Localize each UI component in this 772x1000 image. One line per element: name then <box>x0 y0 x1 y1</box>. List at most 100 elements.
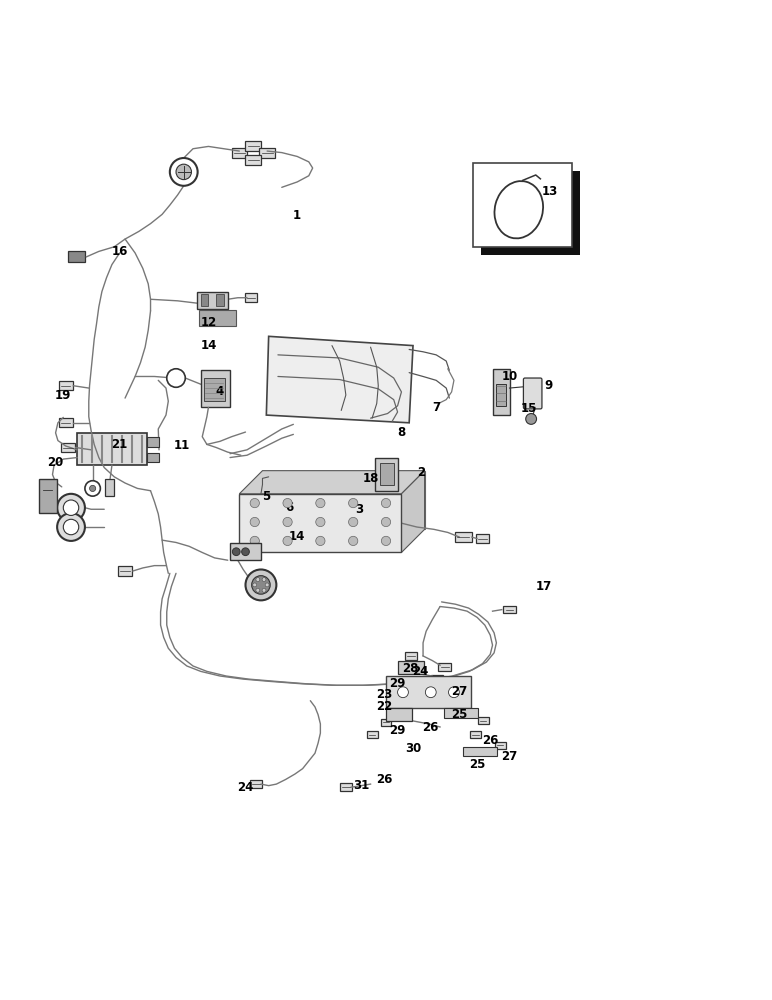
Bar <box>481 171 580 255</box>
Bar <box>476 534 489 543</box>
Bar <box>68 251 85 262</box>
Circle shape <box>85 481 100 496</box>
Text: 11: 11 <box>173 439 190 452</box>
Text: 3: 3 <box>355 503 363 516</box>
Bar <box>201 370 230 407</box>
Bar <box>493 369 510 415</box>
Bar <box>118 566 132 576</box>
Circle shape <box>250 517 259 527</box>
Text: 27: 27 <box>451 685 468 698</box>
Circle shape <box>256 588 259 592</box>
Text: 12: 12 <box>200 316 217 329</box>
Bar <box>431 675 443 683</box>
Bar <box>204 378 225 401</box>
Bar <box>463 747 497 756</box>
Bar <box>216 294 224 306</box>
Bar <box>495 742 506 749</box>
Circle shape <box>348 498 357 508</box>
Circle shape <box>167 369 185 387</box>
Bar <box>197 292 228 309</box>
Circle shape <box>425 687 436 698</box>
Circle shape <box>250 498 259 508</box>
Text: 23: 23 <box>376 688 393 701</box>
Circle shape <box>381 536 391 546</box>
Bar <box>61 443 75 452</box>
Bar <box>380 463 394 485</box>
Circle shape <box>283 536 292 546</box>
Circle shape <box>245 569 276 600</box>
Circle shape <box>262 588 266 592</box>
Polygon shape <box>239 471 425 494</box>
Bar <box>199 310 236 326</box>
Circle shape <box>252 576 270 594</box>
Circle shape <box>348 536 357 546</box>
Bar <box>367 731 378 738</box>
Text: 24: 24 <box>412 665 429 678</box>
Text: 12: 12 <box>231 551 248 564</box>
Text: 18: 18 <box>362 472 379 485</box>
Text: 6: 6 <box>286 501 293 514</box>
Bar <box>444 708 478 718</box>
Text: 25: 25 <box>469 758 486 771</box>
Bar <box>496 384 506 406</box>
Bar <box>398 661 424 674</box>
Circle shape <box>398 687 408 698</box>
Circle shape <box>283 498 292 508</box>
Text: 24: 24 <box>237 781 254 794</box>
Circle shape <box>250 536 259 546</box>
Bar <box>405 652 417 660</box>
Circle shape <box>266 583 269 587</box>
Bar <box>375 458 398 491</box>
Circle shape <box>316 536 325 546</box>
Text: 9: 9 <box>544 379 552 392</box>
Bar <box>386 708 412 721</box>
Circle shape <box>57 494 85 522</box>
Circle shape <box>252 583 256 587</box>
Bar <box>147 453 159 462</box>
Polygon shape <box>266 336 413 423</box>
Bar <box>59 381 73 390</box>
Text: 10: 10 <box>501 370 518 383</box>
FancyBboxPatch shape <box>523 378 542 409</box>
Text: 14: 14 <box>289 530 306 543</box>
Bar <box>39 479 57 513</box>
Bar <box>340 783 352 791</box>
Text: 16: 16 <box>111 245 128 258</box>
Bar <box>201 294 208 306</box>
Circle shape <box>63 500 79 515</box>
Circle shape <box>526 414 537 424</box>
Circle shape <box>283 517 292 527</box>
Bar <box>470 731 481 738</box>
Text: 22: 22 <box>376 700 393 713</box>
Text: 30: 30 <box>405 742 422 755</box>
Text: 27: 27 <box>501 750 518 763</box>
Bar <box>438 663 451 671</box>
Text: 15: 15 <box>520 402 537 415</box>
Text: 13: 13 <box>541 185 558 198</box>
Circle shape <box>316 498 325 508</box>
Bar <box>232 148 247 158</box>
Circle shape <box>242 548 249 556</box>
Bar <box>230 543 261 560</box>
Bar <box>245 141 261 151</box>
Text: 17: 17 <box>536 580 553 593</box>
Circle shape <box>63 519 79 535</box>
Text: 4: 4 <box>216 385 224 398</box>
Circle shape <box>348 517 357 527</box>
Text: 8: 8 <box>398 426 405 439</box>
Text: 21: 21 <box>111 438 128 451</box>
Text: 26: 26 <box>482 734 499 747</box>
Text: 31: 31 <box>353 779 370 792</box>
Text: 20: 20 <box>47 456 64 469</box>
Text: 28: 28 <box>402 662 419 675</box>
Circle shape <box>256 578 259 582</box>
Text: 7: 7 <box>432 401 440 414</box>
Polygon shape <box>239 494 401 552</box>
Text: 2: 2 <box>417 466 425 479</box>
Bar <box>473 163 572 247</box>
Bar <box>105 479 114 496</box>
Bar <box>245 293 257 302</box>
Polygon shape <box>401 471 425 552</box>
Bar <box>259 148 275 158</box>
Circle shape <box>232 548 240 556</box>
